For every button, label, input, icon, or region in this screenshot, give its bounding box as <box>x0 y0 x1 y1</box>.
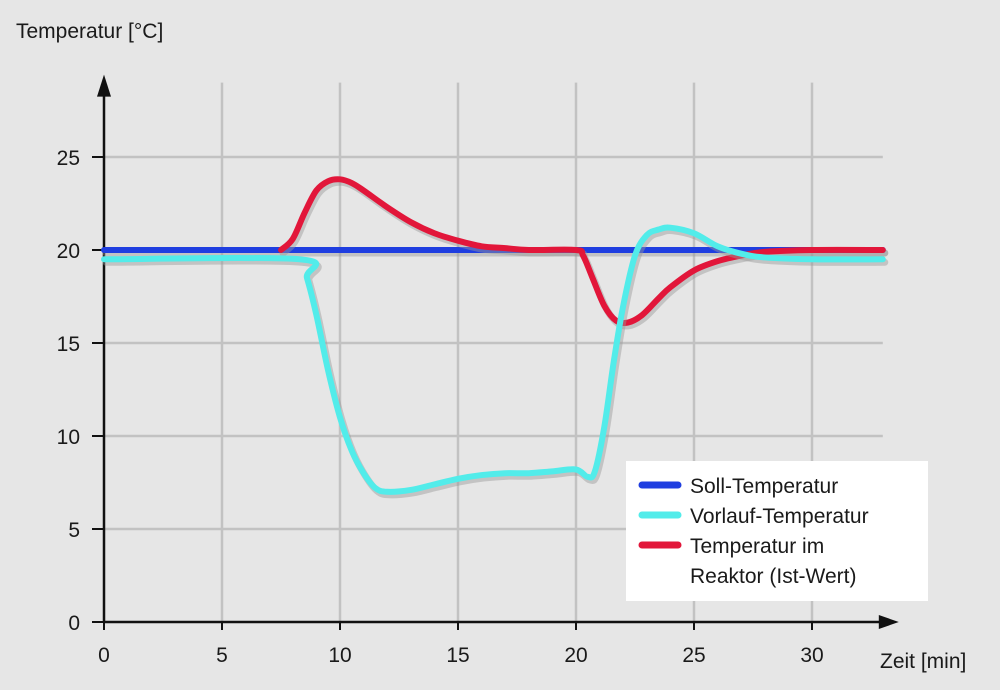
legend-label-soll-temperatur: Soll-Temperatur <box>690 475 838 498</box>
legend-label-temperatur-im-reaktor-ist-wert: Temperatur im <box>690 535 824 558</box>
x-axis-arrow <box>878 615 899 629</box>
x-axis-title: Zeit [min] <box>880 650 966 673</box>
y-tick-label: 20 <box>57 240 80 263</box>
y-tick-label: 10 <box>57 426 80 449</box>
y-tick-label: 15 <box>57 333 80 356</box>
legend: Soll-Temperatur Vorlauf-Temperatur Tempera… <box>626 461 928 601</box>
x-tick-label: 20 <box>564 644 587 667</box>
series-line-temperatur-im-reaktor-ist-wert <box>278 176 886 327</box>
tick-labels: 0 5 10 15 20 25 30 0 5 10 15 20 25 <box>57 147 824 667</box>
x-tick-label: 25 <box>682 644 705 667</box>
y-tick-label: 5 <box>68 519 80 542</box>
y-axis-title: Temperatur [°C] <box>16 20 163 43</box>
x-tick-label: 5 <box>216 644 228 667</box>
y-tick-label: 25 <box>57 147 80 170</box>
legend-label-temperatur-im-reaktor-ist-wert: Reaktor (Ist-Wert) <box>690 565 856 588</box>
x-tick-label: 15 <box>446 644 469 667</box>
x-tick-label: 30 <box>800 644 823 667</box>
axes <box>92 74 899 630</box>
series-line-vorlauf-temperatur <box>101 224 886 495</box>
series-group <box>101 176 889 499</box>
x-tick-label: 10 <box>328 644 351 667</box>
y-axis-arrow <box>97 74 111 97</box>
x-tick-label: 0 <box>98 644 110 667</box>
legend-label-vorlauf-temperatur: Vorlauf-Temperatur <box>690 505 869 528</box>
y-tick-label: 0 <box>68 612 80 635</box>
